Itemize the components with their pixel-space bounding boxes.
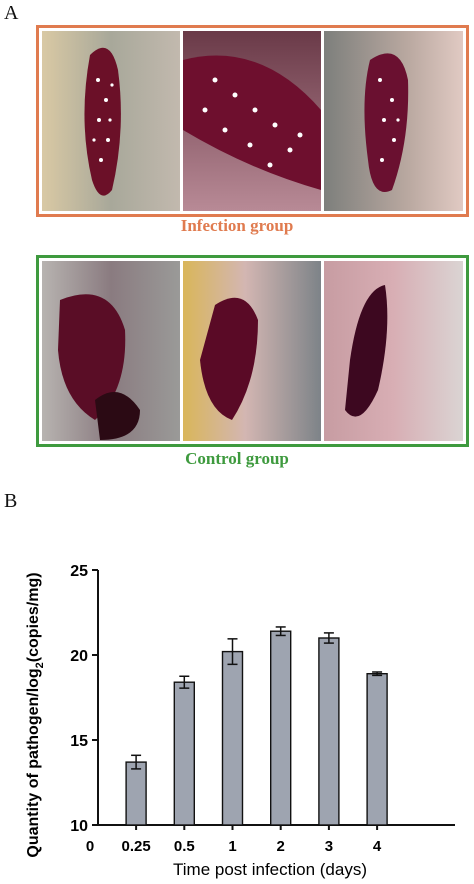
y-tick-label: 20 [70,648,88,665]
control-group-caption: Control group [185,449,289,468]
x-axis-title: Time post infection (days) [173,860,367,879]
x-tick-label: 3 [325,838,333,855]
x-tick-label: 1 [228,838,236,855]
y-axis-title: Quantity of pathogen/log2(copies/mg) [25,572,46,857]
panel-a-label: A [4,2,19,24]
control-photo-1 [42,261,180,441]
y-tick-label: 25 [70,563,88,580]
infection-photo-1 [42,31,180,211]
infection-group-caption: Infection group [180,216,294,235]
bar-chart: 10 15 20 25 0 0.25 0.5 1 2 3 4 Time post infection… [25,563,455,879]
control-photo-3 [324,261,463,441]
x-tick-label: 2 [277,838,285,855]
bar [125,761,147,826]
x-tick-label: 0.25 [121,838,150,855]
bar [318,637,340,826]
x-tick-label: 4 [373,838,382,855]
x-tick-label: 0.5 [174,838,195,855]
control-photo-2 [183,261,321,441]
infection-photo-3 [324,31,463,211]
infection-photo-2 [183,31,321,211]
infection-group-frame [36,25,469,217]
panel-b-label: B [4,490,18,512]
bar [221,650,244,826]
bar [366,672,388,826]
bar [270,630,292,826]
y-tick-label: 10 [70,818,88,835]
bar [173,681,196,826]
y-tick-label: 15 [70,733,88,750]
photo-layer [42,31,463,441]
control-group-frame [36,255,469,447]
plot-area: 10 15 20 25 0 0.25 0.5 1 2 3 4 [70,563,455,855]
x-origin-label: 0 [86,838,94,855]
